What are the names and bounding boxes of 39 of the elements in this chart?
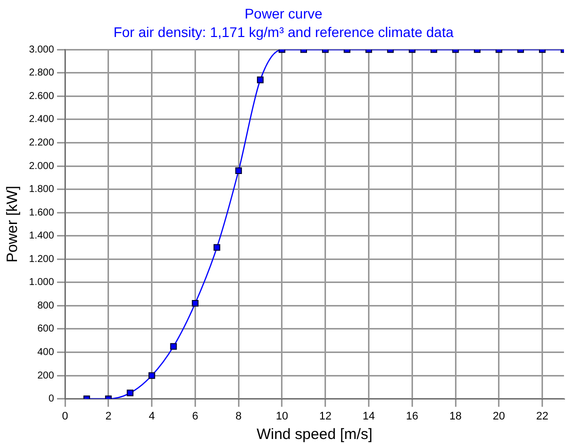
x-tick-label: 8	[236, 410, 242, 422]
y-tick-label: 2.000	[28, 160, 54, 172]
y-tick-label: 1.800	[28, 184, 54, 196]
point	[214, 244, 220, 251]
x-tick-label: 12	[319, 410, 332, 422]
point	[235, 167, 242, 174]
y-tick-label: 800	[37, 300, 54, 312]
chart-subtitle: For air density: 1,171 kg/m³ and reference climate data	[113, 24, 454, 40]
y-tick-label: 3.000	[28, 44, 54, 56]
x-tick-label: 4	[148, 410, 155, 422]
y-tick-label: 2.600	[28, 90, 54, 102]
x-tick-label: 2	[105, 410, 112, 422]
chart-title: Power curve	[244, 5, 323, 22]
x-tick-label: 22	[536, 410, 548, 422]
x-tick-label: 16	[406, 410, 418, 422]
x-tick-label: 0	[62, 410, 68, 422]
point	[170, 343, 177, 350]
x-axis-title: Wind speed [m/s]	[256, 426, 372, 444]
y-tick-label: 2.400	[28, 114, 54, 126]
y-tick-label: 2.800	[28, 68, 54, 79]
y-tick-label: 2.200	[28, 137, 54, 148]
y-axis-title: Power [kW]	[4, 186, 22, 263]
point	[126, 390, 134, 396]
x-tick-label: 6	[192, 410, 198, 422]
x-tick-label: 20	[492, 410, 506, 422]
y-tick-label: 400	[37, 346, 54, 358]
y-tick-label: 200	[37, 370, 54, 382]
y-tick-label: 1.000	[28, 277, 54, 288]
y-tick-label: 0	[48, 394, 54, 405]
y-tick-label: 1.600	[28, 207, 54, 218]
point	[192, 300, 199, 307]
x-tick-label: 10	[276, 410, 288, 422]
y-tick-label: 600	[37, 324, 54, 335]
x-tick-label: 18	[449, 410, 462, 422]
y-tick-label: 1.400	[28, 230, 54, 242]
x-tick-label: 14	[362, 410, 375, 422]
y-tick-label: 1.200	[28, 254, 54, 265]
point	[256, 76, 264, 84]
point	[148, 372, 156, 379]
